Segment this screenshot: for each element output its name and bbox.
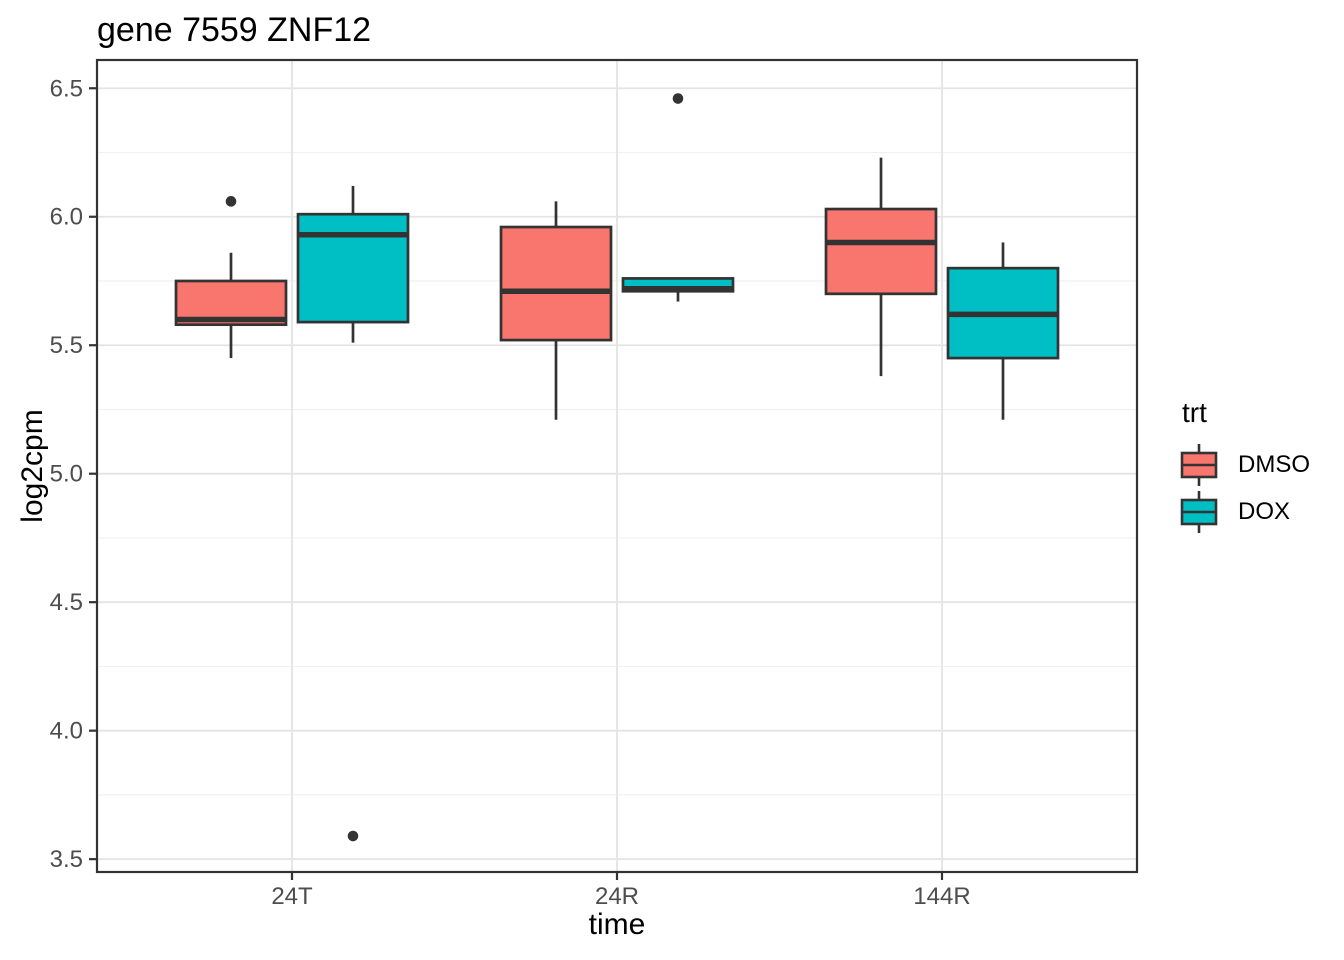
y-axis-tick-label: 4.5 xyxy=(50,589,83,616)
outlier-point-DMSO-24T xyxy=(225,196,237,207)
y-axis-tick-label: 5.0 xyxy=(50,461,83,488)
legend-item-dmso: DMSO xyxy=(1180,444,1310,486)
y-axis-tick-label: 4.0 xyxy=(50,718,83,745)
x-axis-tick-label: 24R xyxy=(595,883,639,910)
y-axis-tick-label: 5.5 xyxy=(50,332,83,359)
legend-title: trt xyxy=(1182,397,1207,428)
outlier-point-DOX-24T xyxy=(347,830,359,842)
y-axis-title: log2cpm xyxy=(16,409,49,523)
legend-label-dox: DOX xyxy=(1238,498,1291,525)
x-axis-tick-label: 24T xyxy=(271,883,313,910)
y-axis-tick-label: 6.5 xyxy=(50,75,83,102)
box-DOX-24T xyxy=(296,212,410,324)
boxplot-glyph-icon xyxy=(1180,491,1218,533)
legend-item-dox: DOX xyxy=(1180,491,1310,533)
legend-label-dmso: DMSO xyxy=(1238,451,1310,478)
y-axis-tick-label: 3.5 xyxy=(50,846,83,873)
boxplot-glyph-icon xyxy=(1180,444,1218,486)
box-DMSO-144R xyxy=(824,207,938,296)
x-axis-tick-label: 144R xyxy=(913,883,970,910)
x-axis-title: time xyxy=(588,908,646,941)
outlier-point-DOX-24R xyxy=(672,93,684,104)
chart-title: gene 7559 ZNF12 xyxy=(97,11,372,49)
box-DMSO-24R xyxy=(499,225,613,342)
legend: trt DMSO DOX xyxy=(1180,396,1310,538)
y-axis-tick-label: 6.0 xyxy=(50,204,83,231)
